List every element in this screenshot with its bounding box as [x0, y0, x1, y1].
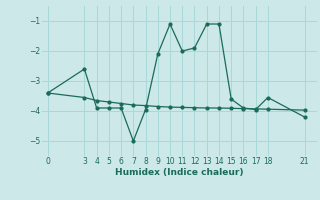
X-axis label: Humidex (Indice chaleur): Humidex (Indice chaleur)	[115, 168, 244, 177]
